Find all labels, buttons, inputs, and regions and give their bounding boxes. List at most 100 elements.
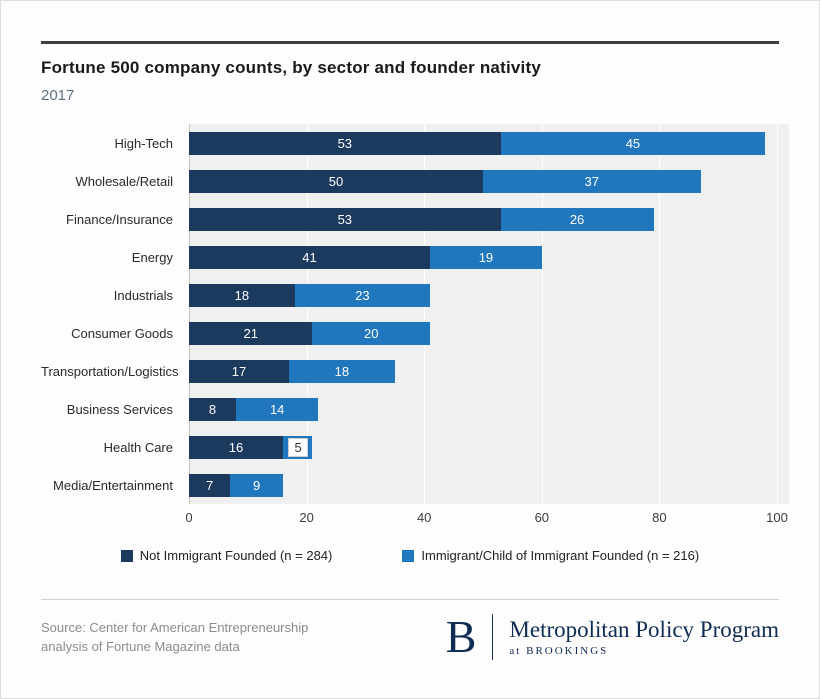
bar-row: Industrials 18 23 bbox=[41, 276, 789, 314]
bar-row: Wholesale/Retail 50 37 bbox=[41, 162, 789, 200]
page-title: Fortune 500 company counts, by sector an… bbox=[41, 58, 541, 77]
x-tick-label: 80 bbox=[652, 510, 667, 525]
bar-row: Business Services 8 14 bbox=[41, 390, 789, 428]
value-label: 16 bbox=[228, 439, 244, 455]
bar-segment-immigrant: 18 bbox=[288, 359, 395, 383]
source-line-1: Source: Center for American Entrepreneur… bbox=[41, 619, 309, 635]
category-label: High-Tech bbox=[114, 135, 173, 151]
gridline bbox=[306, 124, 308, 504]
value-label-chip: 5 bbox=[288, 437, 308, 457]
value-label: 26 bbox=[569, 211, 585, 227]
bar-row: Media/Entertainment 7 9 bbox=[41, 466, 789, 504]
brookings-logo: B Metropolitan Policy Program at BROOKIN… bbox=[446, 614, 779, 660]
value-label: 9 bbox=[252, 477, 261, 493]
bar-row: Health Care 16 5 bbox=[41, 428, 789, 466]
bar-stack: 16 5 bbox=[189, 435, 313, 459]
bar-stack: 17 18 bbox=[189, 359, 395, 383]
x-tick-label: 60 bbox=[534, 510, 550, 525]
value-label: 19 bbox=[478, 249, 494, 265]
bar-stack: 18 23 bbox=[189, 283, 431, 307]
category-label: Wholesale/Retail bbox=[75, 173, 173, 189]
legend: Not Immigrant Founded (n = 284) Immigrant… bbox=[1, 548, 819, 563]
value-label: 8 bbox=[208, 401, 217, 417]
x-tick-label: 20 bbox=[299, 510, 314, 525]
program-name: Metropolitan Policy Program bbox=[509, 616, 779, 642]
bar-row: Finance/Insurance 53 26 bbox=[41, 200, 789, 238]
value-label: 23 bbox=[355, 287, 370, 303]
bar-segment-immigrant: 45 bbox=[500, 131, 766, 155]
footer-divider bbox=[41, 599, 779, 600]
bar-row: High-Tech 53 45 bbox=[41, 124, 789, 162]
gridline bbox=[541, 124, 543, 504]
value-label: 53 bbox=[337, 135, 353, 151]
source-line-2: analysis of Fortune Magazine data bbox=[41, 639, 240, 654]
bar-segment-not-immigrant: 21 bbox=[189, 321, 313, 345]
brookings-b-icon: B bbox=[445, 611, 477, 662]
bar-segment-not-immigrant: 50 bbox=[189, 169, 483, 193]
gridline bbox=[189, 124, 190, 504]
value-label: 18 bbox=[234, 287, 250, 303]
bar-segment-immigrant: 20 bbox=[312, 321, 431, 345]
bar-stack: 41 19 bbox=[189, 245, 542, 269]
x-axis: 0 20 40 60 80 100 bbox=[185, 504, 789, 526]
gridline bbox=[777, 124, 778, 504]
page-subtitle: 2017 bbox=[41, 87, 75, 104]
value-label: 21 bbox=[243, 325, 258, 341]
value-label: 20 bbox=[364, 325, 379, 341]
legend-item: Not Immigrant Founded (n = 284) bbox=[120, 548, 332, 563]
gridline bbox=[659, 124, 661, 504]
value-label: 53 bbox=[337, 211, 353, 227]
bar-segment-immigrant: 37 bbox=[483, 169, 701, 193]
category-label: Consumer Goods bbox=[71, 325, 173, 341]
category-label: Industrials bbox=[113, 287, 173, 303]
category-label: Health Care bbox=[103, 439, 173, 455]
bar-stack: 8 14 bbox=[189, 397, 319, 421]
value-label: 37 bbox=[584, 173, 599, 189]
bar-row: Energy 41 19 bbox=[41, 238, 789, 276]
program-subtitle: at BROOKINGS bbox=[509, 645, 609, 658]
bar-row: Transportation/Logistics 17 18 bbox=[41, 352, 789, 390]
bar-segment-immigrant: 23 bbox=[294, 283, 431, 307]
category-label: Transportation/Logistics bbox=[41, 363, 179, 379]
source-text: Source: Center for American Entrepreneur… bbox=[41, 618, 308, 657]
stacked-bar-chart: High-Tech 53 45 Wholesale/Retail 50 37 Finance… bbox=[41, 124, 789, 504]
x-tick-label: 0 bbox=[185, 510, 193, 525]
brand-divider bbox=[492, 614, 494, 660]
category-label: Media/Entertainment bbox=[53, 477, 173, 493]
footer: Source: Center for American Entrepreneur… bbox=[41, 614, 779, 660]
header-rule bbox=[41, 41, 779, 44]
bar-segment-immigrant: 14 bbox=[236, 397, 319, 421]
value-label: 7 bbox=[205, 477, 214, 493]
bar-stack: 21 20 bbox=[189, 321, 431, 345]
bar-segment-not-immigrant: 53 bbox=[189, 207, 501, 231]
legend-swatch-icon bbox=[402, 549, 415, 562]
gridline bbox=[424, 124, 426, 504]
bar-segment-not-immigrant: 16 bbox=[189, 435, 284, 459]
value-label: 41 bbox=[302, 249, 317, 265]
bar-segment-not-immigrant: 17 bbox=[189, 359, 289, 383]
bar-stack: 53 26 bbox=[189, 207, 654, 231]
x-tick-label: 100 bbox=[766, 510, 788, 525]
category-label: Energy bbox=[131, 249, 173, 265]
bar-segment-immigrant: 9 bbox=[230, 473, 284, 497]
bar-segment-immigrant: 26 bbox=[500, 207, 654, 231]
program-block: Metropolitan Policy Program at BROOKINGS bbox=[509, 617, 779, 657]
legend-label: Immigrant/Child of Immigrant Founded (n … bbox=[421, 548, 700, 563]
category-label: Business Services bbox=[66, 401, 173, 417]
category-label: Finance/Insurance bbox=[66, 211, 173, 227]
bar-segment-not-immigrant: 7 bbox=[189, 473, 231, 497]
bar-segment-not-immigrant: 18 bbox=[189, 283, 295, 307]
value-label: 14 bbox=[269, 401, 285, 417]
x-tick-label: 40 bbox=[416, 510, 432, 525]
value-label: 18 bbox=[334, 363, 350, 379]
bar-segment-not-immigrant: 53 bbox=[189, 131, 501, 155]
value-label: 50 bbox=[328, 173, 344, 189]
bar-rows: High-Tech 53 45 Wholesale/Retail 50 37 Finance… bbox=[41, 124, 789, 504]
bar-segment-not-immigrant: 41 bbox=[189, 245, 431, 269]
bar-stack: 50 37 bbox=[189, 169, 701, 193]
value-label: 17 bbox=[231, 363, 247, 379]
value-label: 45 bbox=[625, 135, 641, 151]
bar-segment-not-immigrant: 8 bbox=[189, 397, 237, 421]
